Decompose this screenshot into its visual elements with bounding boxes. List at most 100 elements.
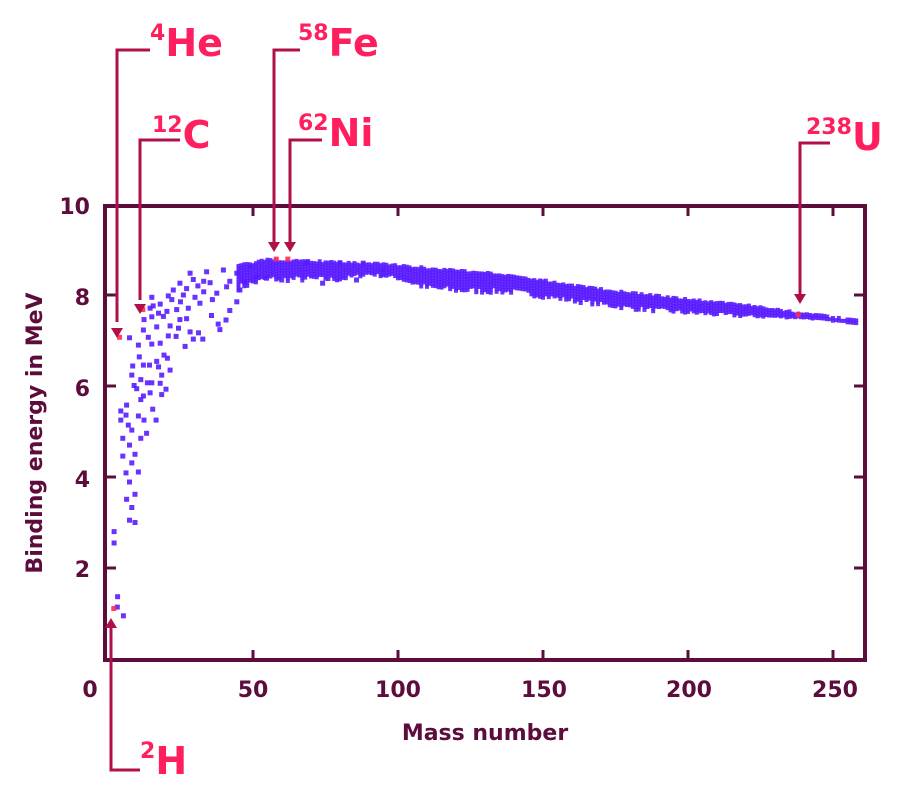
band-point bbox=[448, 281, 453, 286]
band-point bbox=[810, 316, 815, 321]
band-point bbox=[509, 287, 514, 292]
band-point bbox=[749, 305, 754, 310]
band-point bbox=[483, 280, 487, 284]
band-point bbox=[584, 298, 589, 302]
band-point bbox=[236, 263, 241, 268]
band-point bbox=[311, 272, 316, 276]
band-point bbox=[236, 283, 241, 287]
band-point bbox=[604, 297, 609, 302]
band-point bbox=[564, 297, 569, 302]
x-tick-label: 50 bbox=[238, 678, 269, 703]
band-point bbox=[358, 274, 363, 279]
band-point bbox=[529, 278, 534, 283]
band-point bbox=[715, 303, 719, 308]
data-point bbox=[149, 341, 155, 347]
band-point bbox=[442, 281, 447, 286]
band-point bbox=[703, 311, 708, 316]
band-point bbox=[773, 311, 777, 316]
band-point bbox=[471, 276, 476, 281]
x-tick-label: 100 bbox=[375, 678, 421, 703]
band-point bbox=[294, 264, 299, 269]
band-point bbox=[836, 318, 841, 323]
band-point bbox=[726, 301, 731, 306]
band-point bbox=[541, 284, 545, 289]
band-point bbox=[329, 262, 334, 267]
band-point bbox=[262, 265, 267, 270]
band-point bbox=[349, 270, 354, 275]
band-point bbox=[242, 276, 247, 280]
data-point bbox=[254, 274, 260, 280]
band-point bbox=[712, 309, 717, 314]
band-point bbox=[639, 295, 644, 299]
c12-label: 12C bbox=[152, 113, 211, 157]
band-point bbox=[294, 269, 299, 274]
data-point bbox=[160, 313, 166, 319]
band-point bbox=[532, 278, 537, 283]
band-point bbox=[535, 285, 540, 290]
band-point bbox=[662, 302, 667, 307]
band-point bbox=[433, 273, 438, 278]
band-point bbox=[326, 263, 331, 268]
band-point bbox=[558, 285, 563, 290]
band-point bbox=[306, 272, 311, 277]
band-point bbox=[433, 275, 438, 280]
band-point bbox=[642, 305, 647, 310]
band-point bbox=[688, 307, 693, 312]
band-point bbox=[393, 268, 398, 273]
data-point bbox=[187, 270, 193, 276]
band-point bbox=[396, 276, 400, 281]
highlight-point-fe58 bbox=[273, 256, 279, 262]
band-point bbox=[767, 310, 772, 315]
band-point bbox=[726, 310, 731, 315]
data-point bbox=[187, 329, 193, 335]
band-point bbox=[309, 274, 313, 279]
band-point bbox=[346, 263, 351, 268]
band-point bbox=[572, 299, 577, 304]
band-point bbox=[541, 282, 545, 287]
data-point bbox=[234, 270, 240, 276]
band-point bbox=[309, 263, 313, 268]
band-point bbox=[369, 265, 374, 270]
band-point bbox=[506, 282, 511, 287]
band-point bbox=[726, 307, 731, 312]
band-point bbox=[633, 307, 638, 312]
band-point bbox=[709, 302, 714, 307]
band-point bbox=[570, 291, 574, 296]
data-point bbox=[124, 402, 130, 408]
band-point bbox=[497, 287, 502, 292]
data-point bbox=[120, 453, 126, 459]
band-point bbox=[648, 298, 653, 303]
band-point bbox=[474, 276, 479, 281]
band-point bbox=[367, 267, 371, 272]
band-point bbox=[259, 264, 264, 269]
band-point bbox=[541, 279, 545, 284]
band-point bbox=[242, 273, 247, 278]
data-point bbox=[161, 352, 167, 358]
band-point bbox=[477, 282, 482, 287]
band-point bbox=[285, 262, 290, 267]
he4-label: 4He bbox=[150, 21, 223, 65]
band-point bbox=[248, 273, 253, 278]
band-point bbox=[575, 297, 580, 302]
band-point bbox=[503, 280, 508, 285]
band-point bbox=[596, 299, 601, 304]
band-point bbox=[512, 274, 516, 279]
band-point bbox=[352, 269, 357, 274]
band-point bbox=[268, 274, 273, 279]
band-point bbox=[752, 313, 757, 318]
band-point bbox=[735, 306, 740, 311]
band-point bbox=[274, 272, 279, 277]
band-point bbox=[456, 280, 461, 285]
band-point bbox=[645, 305, 650, 309]
band-point bbox=[764, 313, 769, 317]
band-point bbox=[541, 290, 545, 295]
band-point bbox=[683, 302, 688, 307]
band-point bbox=[277, 265, 282, 270]
band-point bbox=[642, 307, 647, 312]
x-tick-labels: 0 50 100 150 200 250 bbox=[82, 678, 858, 703]
band-point bbox=[390, 263, 395, 268]
band-point bbox=[456, 286, 461, 291]
band-point bbox=[520, 284, 525, 289]
band-point bbox=[691, 306, 696, 311]
band-point bbox=[674, 304, 679, 309]
